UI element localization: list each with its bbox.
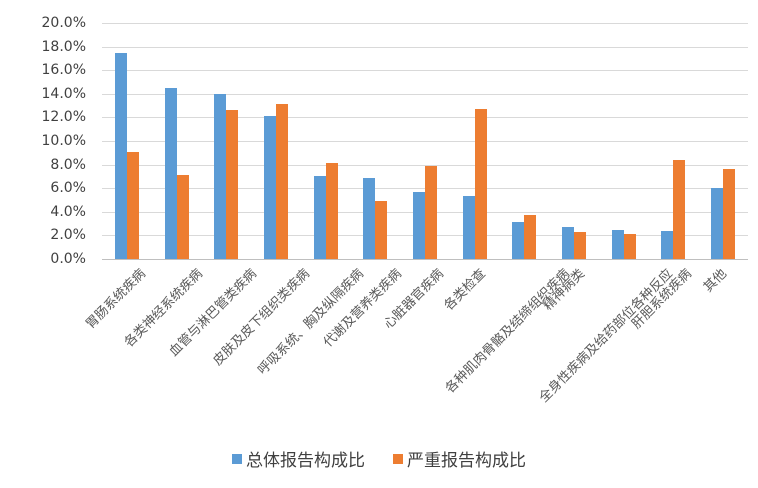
bar-serious [375, 201, 388, 259]
bar-overall [611, 229, 624, 259]
bar-overall [313, 176, 326, 259]
y-tick-label: 16.0% [41, 62, 86, 79]
bar-overall [114, 52, 127, 259]
legend-item-serious: 严重报告构成比 [393, 446, 526, 471]
legend-label-overall: 总体报告构成比 [246, 451, 365, 471]
y-tick-label: 20.0% [41, 15, 86, 31]
bar-serious [126, 151, 139, 259]
bar-serious [275, 104, 288, 259]
legend: 总体报告构成比 严重报告构成比 [0, 446, 758, 471]
bar-serious [723, 169, 736, 259]
bar-overall [512, 222, 525, 259]
bar-overall [462, 196, 475, 259]
bar-overall [661, 230, 674, 259]
legend-swatch-overall [232, 453, 242, 464]
bar-serious [623, 234, 636, 259]
y-tick-label: 18.0% [41, 38, 86, 55]
bar-serious [574, 231, 587, 259]
x-tick-label: 皮肤及皮下组织类疾病 [210, 266, 314, 369]
bar-serious [673, 159, 686, 259]
y-tick-label: 6.0% [50, 180, 86, 197]
bar-overall [263, 116, 276, 259]
y-tick-label: 8.0% [50, 156, 86, 173]
bar-overall [164, 87, 177, 259]
gridline [102, 46, 748, 48]
bar-serious [524, 215, 537, 259]
bar-serious [226, 110, 239, 259]
x-tick-label: 其他 [700, 266, 730, 296]
gridline [102, 141, 748, 142]
bar-serious [176, 175, 189, 259]
gridline [102, 23, 748, 24]
gridline [102, 70, 748, 72]
x-tick-label: 各类检查 [441, 266, 489, 314]
bar-overall [413, 191, 425, 259]
y-tick-label: 2.0% [50, 227, 86, 244]
gridline [102, 93, 748, 95]
legend-swatch-serious [393, 453, 403, 464]
y-tick-label: 12.0% [41, 109, 86, 126]
bar-serious [474, 109, 487, 259]
y-tick-label: 0.0% [50, 251, 86, 267]
y-tick-label: 4.0% [50, 203, 86, 220]
gridline [102, 117, 748, 119]
legend-label-serious: 严重报告构成比 [407, 451, 526, 471]
bar-overall [711, 188, 724, 259]
bar-serious [425, 165, 437, 259]
y-tick-label: 14.0% [41, 85, 86, 102]
bar-overall [363, 177, 376, 259]
gridline [102, 164, 748, 166]
legend-item-overall: 总体报告构成比 [232, 446, 365, 471]
bar-overall [562, 227, 575, 259]
bar-serious [325, 163, 338, 259]
bar-overall [214, 93, 227, 259]
x-axis-line [102, 259, 748, 260]
y-tick-label: 10.0% [41, 133, 86, 149]
